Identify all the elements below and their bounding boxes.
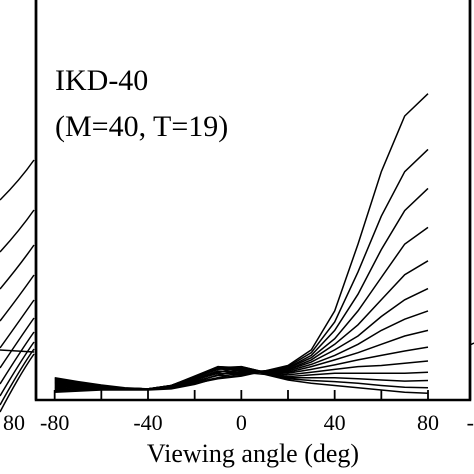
plot-frame: [34, 0, 472, 402]
right-panel-tick-label: -: [467, 410, 474, 435]
left-panel-curve: [0, 348, 35, 406]
left-panel-curve: [0, 317, 35, 369]
x-axis-ticks: [53, 390, 429, 400]
series-line-4: [54, 226, 429, 390]
left-panel-curve: [0, 341, 35, 397]
left-panel-curve: [0, 349, 35, 353]
x-tick-labels: -80 -40 0 40 80 80 -: [3, 410, 474, 435]
left-panel-tick-label: 80: [3, 410, 25, 435]
left-panel-curve: [0, 209, 35, 253]
left-panel-curve: [0, 159, 35, 201]
x-tick-label: -80: [40, 410, 69, 435]
series-line-2: [54, 148, 429, 390]
left-panel-curve: [0, 299, 35, 349]
left-panel-curve: [0, 244, 35, 290]
left-panel-fragment: [0, 0, 38, 413]
data-series: [54, 93, 429, 395]
x-tick-label: -40: [133, 410, 162, 435]
x-tick-label: 80: [417, 410, 439, 435]
left-panel-curve: [0, 331, 35, 385]
left-panel-curve: [0, 274, 35, 322]
series-line-3: [54, 187, 429, 390]
chart-subtitle: (M=40, T=19): [55, 110, 228, 143]
left-panel-curve: [0, 353, 35, 413]
x-tick-label: 0: [236, 410, 247, 435]
series-line-7: [54, 310, 429, 390]
x-tick-label: 40: [324, 410, 346, 435]
series-line-14: [54, 371, 429, 395]
x-axis-label: Viewing angle (deg): [147, 439, 359, 468]
chart-title: IKD-40: [55, 64, 148, 97]
